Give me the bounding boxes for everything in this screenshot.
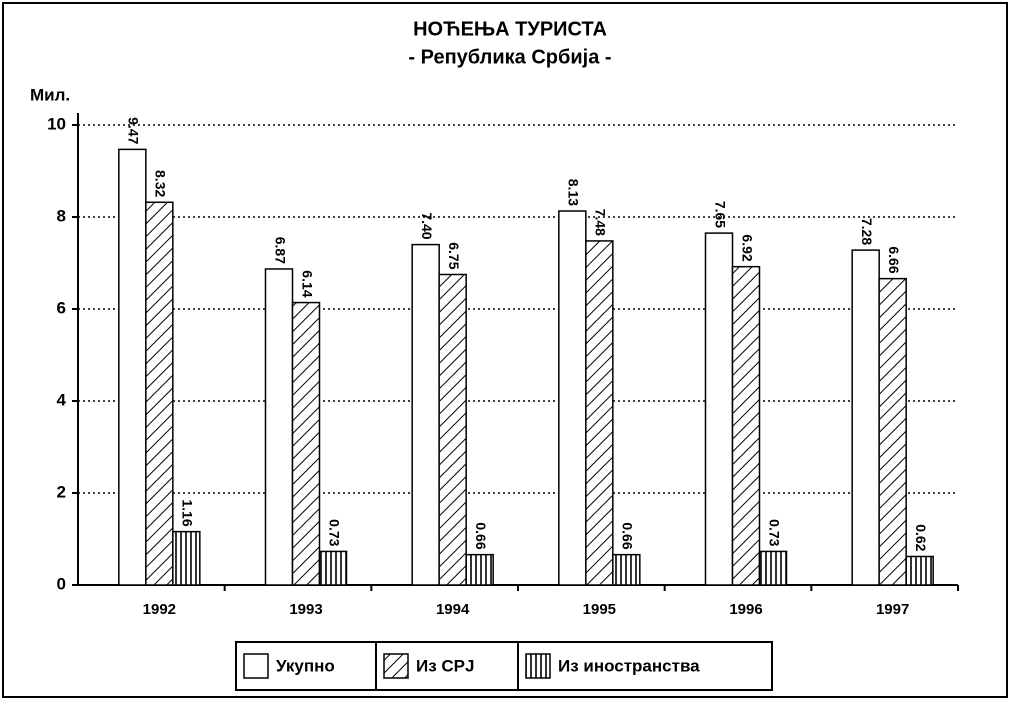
y-tick-label: 6: [57, 298, 66, 317]
x-tick-label: 1996: [729, 601, 762, 618]
bar: [291, 301, 321, 586]
data-label: 0.73: [766, 519, 782, 546]
bar: [905, 555, 934, 586]
bar: [612, 553, 641, 586]
legend-swatch: [383, 653, 409, 679]
y-axis-label: Мил.: [30, 85, 70, 104]
data-label: 7.28: [859, 218, 875, 245]
bar: [172, 530, 201, 586]
y-tick-label: 4: [57, 390, 67, 409]
data-label: 0.66: [620, 522, 636, 549]
legend-swatch: [525, 653, 551, 679]
bar: [438, 273, 467, 586]
data-label: 6.66: [886, 246, 902, 273]
legend-cell: [235, 641, 377, 691]
bar: [851, 249, 880, 586]
legend-cell: [517, 641, 773, 691]
data-label: 9.47: [126, 117, 142, 144]
data-label: 7.48: [593, 209, 609, 236]
y-tick-label: 8: [57, 206, 66, 225]
legend-swatch: [243, 653, 269, 679]
bar: [411, 243, 440, 586]
x-tick-label: 1997: [876, 601, 909, 618]
x-tick-label: 1994: [436, 601, 470, 618]
y-tick-label: 10: [47, 114, 66, 133]
data-label: 6.92: [739, 234, 755, 261]
bar: [264, 268, 294, 586]
chart-title: НОЋЕЊА ТУРИСТА: [413, 18, 607, 40]
data-label: 7.65: [712, 201, 728, 228]
legend-label: Из СРЈ: [416, 656, 474, 675]
bar: [145, 201, 174, 586]
data-label: 6.87: [272, 237, 288, 264]
data-label: 7.40: [419, 212, 435, 239]
data-label: 8.13: [566, 179, 582, 206]
bar: [558, 210, 587, 586]
data-label: 6.14: [299, 270, 315, 297]
x-tick-label: 1995: [583, 601, 616, 618]
chart-subtitle: - Република Србија -: [408, 46, 611, 68]
data-label: 0.73: [326, 519, 342, 546]
bar: [704, 232, 734, 586]
bar: [118, 148, 147, 586]
bar: [731, 265, 761, 586]
x-tick-label: 1993: [289, 601, 322, 618]
bar: [318, 550, 348, 586]
data-label: 0.62: [913, 524, 929, 551]
data-label: 6.75: [446, 242, 462, 269]
y-tick-label: 2: [57, 482, 66, 501]
legend-label: Укупно: [276, 656, 335, 675]
y-tick-label: 0: [57, 574, 66, 593]
bar: [758, 550, 788, 586]
data-label: 8.32: [153, 170, 169, 197]
bar: [465, 553, 494, 586]
legend-label: Из иностранства: [558, 656, 700, 675]
data-label: 1.16: [180, 499, 196, 526]
data-label: 0.66: [473, 522, 489, 549]
bar: [878, 277, 907, 586]
bar: [585, 240, 614, 586]
x-tick-label: 1992: [143, 601, 176, 618]
